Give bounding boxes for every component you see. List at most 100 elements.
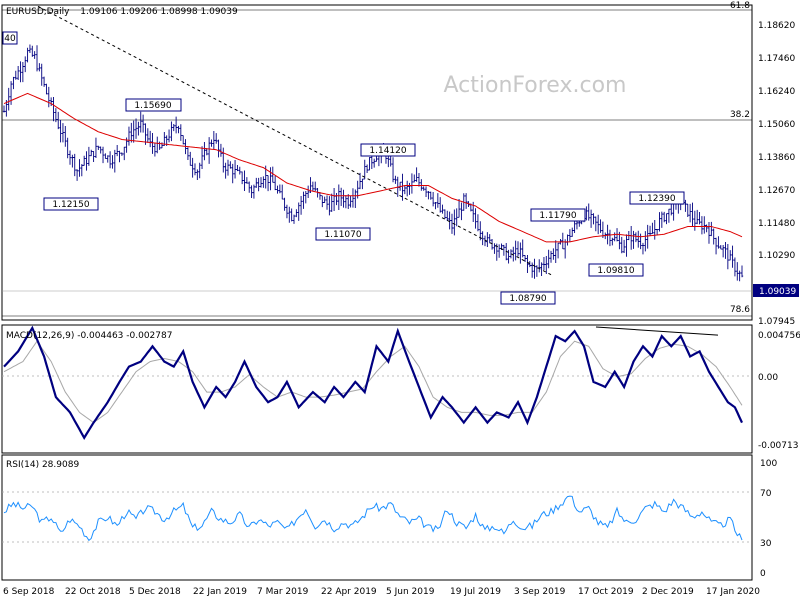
price-bar	[354, 189, 357, 209]
price-bar	[231, 163, 234, 184]
price-bar	[127, 126, 131, 146]
price-bar	[120, 152, 124, 156]
price-bar	[568, 229, 572, 242]
price-bar	[137, 121, 140, 136]
price-bar	[16, 65, 20, 80]
price-bar	[203, 142, 206, 161]
price-bar	[342, 189, 345, 208]
price-bar	[443, 209, 447, 219]
price-bar	[215, 133, 218, 144]
price-bar	[710, 221, 713, 237]
price-bar	[92, 150, 95, 163]
price-tick: 1.15060	[758, 120, 795, 130]
x-tick: 22 Oct 2018	[65, 587, 121, 597]
price-trendline	[37, 5, 553, 276]
price-bar	[644, 231, 647, 252]
price-bar	[530, 262, 534, 278]
price-bar	[460, 202, 463, 221]
price-bar	[606, 224, 609, 245]
price-bar	[87, 146, 91, 166]
price-bar	[210, 139, 213, 147]
price-bar	[19, 61, 22, 83]
annotation-115690: 1.15690	[125, 98, 182, 112]
price-bar	[66, 137, 69, 159]
annotation-111070-text: 1.11070	[324, 230, 361, 240]
price-bar	[14, 70, 17, 80]
x-tick: 22 Apr 2019	[321, 587, 377, 597]
price-bar	[528, 261, 531, 268]
price-tick: 1.07945	[758, 317, 795, 327]
price-bar	[130, 122, 133, 143]
price-bar	[236, 164, 239, 172]
price-bar	[113, 149, 117, 173]
price-bar	[726, 243, 730, 270]
price-bar	[486, 232, 489, 247]
price-bar	[446, 210, 449, 221]
price-bar	[292, 214, 296, 224]
price-bar	[179, 124, 183, 141]
price-bar	[278, 184, 282, 194]
price-bar	[71, 154, 74, 168]
price-bars	[2, 44, 744, 282]
annotation-112390-text: 1.12390	[638, 194, 675, 204]
annotation-111790: 1.11790	[530, 208, 586, 222]
price-bar	[271, 166, 274, 183]
price-bar	[191, 157, 194, 178]
price-bar	[403, 185, 407, 195]
price-bar	[589, 209, 593, 228]
price-bar	[351, 188, 355, 208]
price-bar	[144, 123, 147, 145]
rsi-tick: 100	[760, 459, 777, 469]
price-bar	[132, 120, 135, 143]
price-bar	[637, 230, 640, 248]
price-bar	[328, 196, 331, 216]
price-bar	[24, 56, 27, 73]
price-bar	[391, 157, 395, 183]
price-bar	[250, 185, 253, 198]
price-bar	[474, 208, 477, 229]
price-bar	[323, 196, 326, 203]
price-bar	[415, 167, 418, 182]
price-bar	[33, 51, 36, 59]
price-bar	[441, 204, 444, 214]
price-bar	[288, 206, 291, 223]
price-bar	[146, 128, 150, 143]
price-bar	[547, 249, 550, 269]
price-bar	[245, 177, 249, 184]
price-bar	[344, 195, 348, 209]
price-bar	[285, 204, 289, 219]
price-bar	[526, 255, 529, 273]
price-bar	[259, 177, 263, 188]
price-bar	[703, 216, 706, 234]
price-bar	[347, 194, 350, 209]
price-bar	[111, 155, 114, 169]
price-bar	[450, 213, 454, 234]
price-bar	[719, 244, 722, 250]
price-bar	[514, 240, 517, 261]
price-bar	[571, 227, 574, 237]
price-bar	[561, 232, 565, 250]
price-bar	[740, 265, 744, 278]
price-bar	[483, 235, 487, 247]
annotation-40: 40	[2, 31, 18, 45]
price-bar	[224, 162, 227, 179]
price-bar	[420, 179, 423, 191]
macd-tick: 0.004756	[758, 331, 800, 341]
price-bar	[721, 244, 725, 258]
price-bar	[172, 123, 175, 132]
x-tick: 17 Oct 2019	[578, 587, 634, 597]
price-bar	[587, 203, 590, 221]
x-tick: 7 Mar 2019	[257, 587, 309, 597]
rsi-panel	[1, 454, 753, 581]
price-bar	[26, 47, 29, 63]
x-tick: 17 Jan 2020	[706, 587, 760, 597]
fib-label-78-6: 78.6	[730, 305, 750, 315]
price-bar	[653, 219, 656, 240]
price-tick: 1.10290	[758, 251, 795, 261]
price-bar	[519, 242, 522, 264]
price-bar	[502, 244, 506, 256]
price-bar	[698, 212, 701, 225]
price-bar	[516, 241, 520, 257]
annotation-114120: 1.14120	[360, 143, 416, 157]
